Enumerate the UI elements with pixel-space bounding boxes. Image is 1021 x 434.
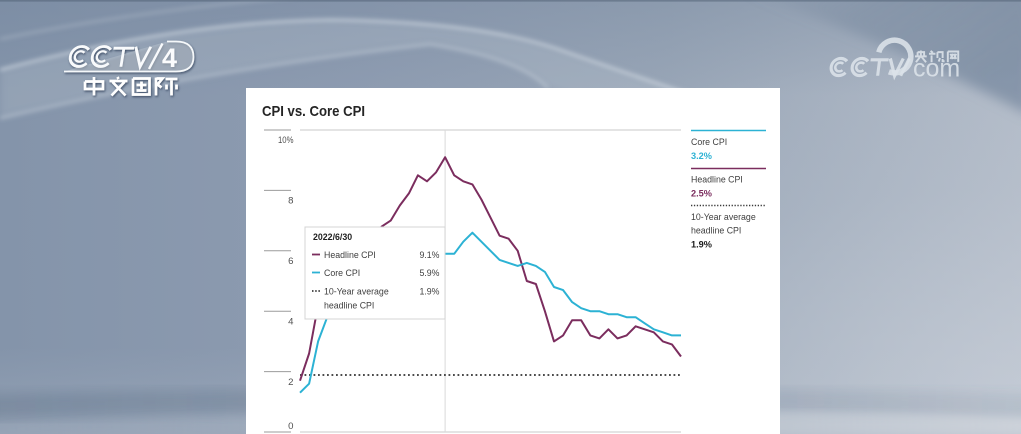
svg-text:4: 4	[288, 316, 294, 327]
svg-text:6: 6	[288, 256, 293, 267]
svg-text:2: 2	[288, 377, 293, 388]
svg-text:9.1%: 9.1%	[419, 250, 439, 260]
svg-text:Headline CPI: Headline CPI	[691, 175, 743, 185]
svg-text:headline CPI: headline CPI	[691, 226, 741, 236]
svg-text:10-Year average: 10-Year average	[324, 287, 389, 297]
svg-text:headline CPI: headline CPI	[324, 301, 374, 311]
svg-text:5.9%: 5.9%	[419, 268, 439, 278]
svg-text:8: 8	[288, 196, 293, 207]
svg-text:1.9%: 1.9%	[691, 240, 712, 250]
svg-text:3.2%: 3.2%	[691, 151, 712, 161]
svg-text:CPI vs. Core CPI: CPI vs. Core CPI	[262, 103, 365, 120]
svg-text:Core CPI: Core CPI	[324, 268, 360, 278]
svg-text:10%: 10%	[278, 135, 294, 146]
svg-text:1.9%: 1.9%	[419, 287, 439, 297]
svg-text:4: 4	[162, 43, 177, 73]
svg-text:2022/6/30: 2022/6/30	[313, 232, 352, 242]
svg-text:0: 0	[288, 421, 293, 432]
svg-text:Core CPI: Core CPI	[691, 137, 727, 147]
svg-text:Headline CPI: Headline CPI	[324, 250, 376, 260]
svg-text:2.5%: 2.5%	[691, 189, 712, 199]
svg-text:10-Year average: 10-Year average	[691, 212, 756, 222]
svg-text:com: com	[913, 55, 960, 83]
